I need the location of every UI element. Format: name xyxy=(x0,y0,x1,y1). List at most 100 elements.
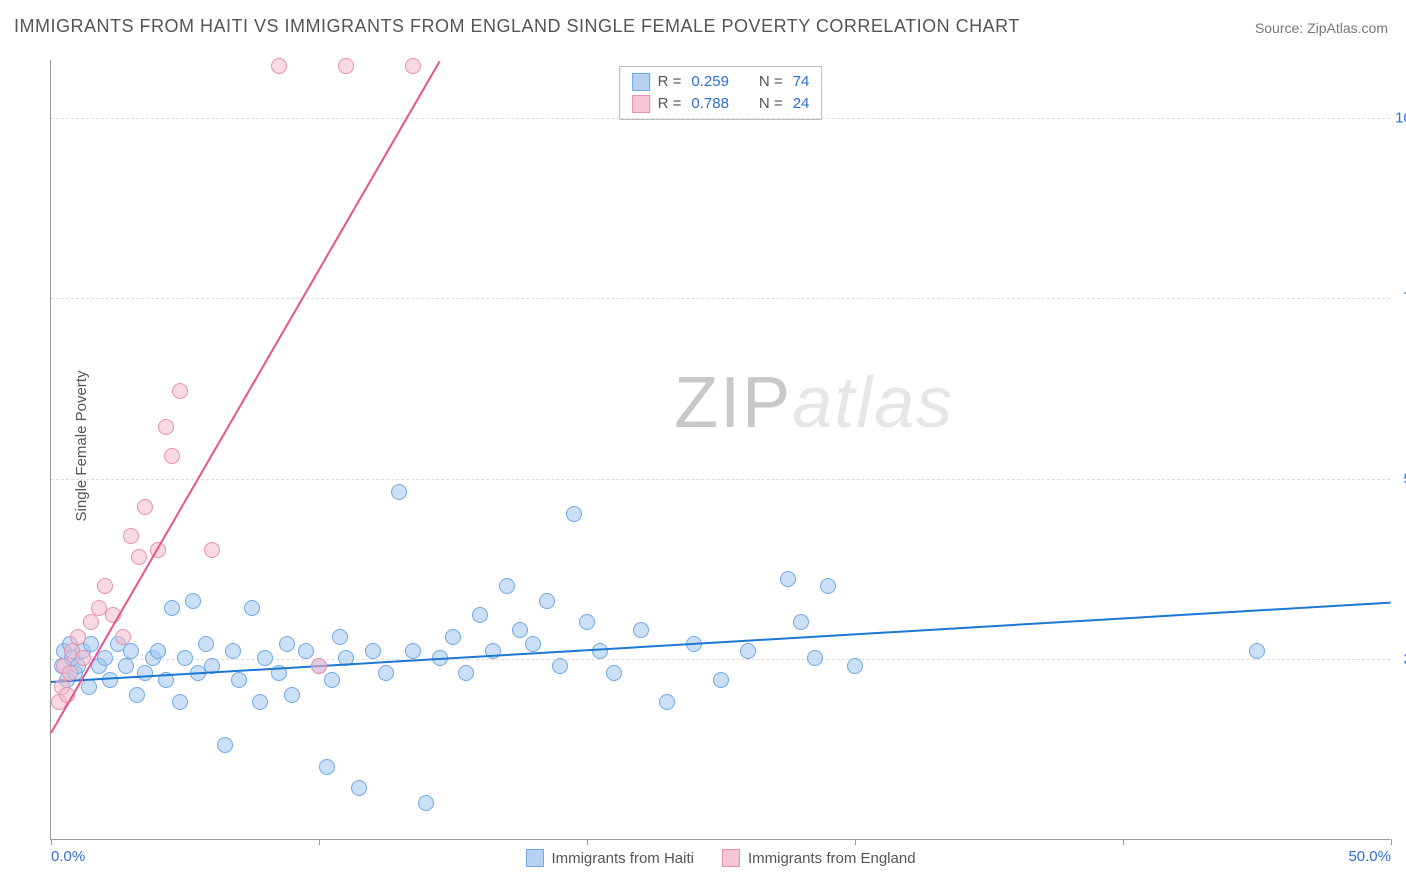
england-point xyxy=(70,629,86,645)
haiti-point xyxy=(566,506,582,522)
england-point xyxy=(137,499,153,515)
england-point xyxy=(311,658,327,674)
england-point xyxy=(338,58,354,74)
england-point xyxy=(62,665,78,681)
haiti-point xyxy=(740,643,756,659)
chart-container: IMMIGRANTS FROM HAITI VS IMMIGRANTS FROM… xyxy=(0,0,1406,892)
legend-n-value: 74 xyxy=(793,71,810,93)
haiti-point xyxy=(1249,643,1265,659)
haiti-point xyxy=(164,600,180,616)
source-label: Source: ZipAtlas.com xyxy=(1255,20,1388,36)
x-tick-mark xyxy=(319,839,320,845)
england-point xyxy=(271,58,287,74)
x-tick-label: 50.0% xyxy=(1348,848,1391,865)
haiti-point xyxy=(185,593,201,609)
haiti-point xyxy=(552,658,568,674)
haiti-point xyxy=(319,759,335,775)
haiti-point xyxy=(365,643,381,659)
gridline xyxy=(51,479,1390,480)
x-tick-mark xyxy=(855,839,856,845)
haiti-point xyxy=(633,622,649,638)
haiti-point xyxy=(177,650,193,666)
legend-n-label: N = xyxy=(759,93,783,115)
england-point xyxy=(164,448,180,464)
england-point xyxy=(83,614,99,630)
england-point xyxy=(131,549,147,565)
gridline xyxy=(51,298,1390,299)
haiti-point xyxy=(659,694,675,710)
haiti-point xyxy=(279,636,295,652)
haiti-point xyxy=(225,643,241,659)
legend-r-value: 0.259 xyxy=(691,71,729,93)
haiti-point xyxy=(525,636,541,652)
england-point xyxy=(405,58,421,74)
legend-r-label: R = xyxy=(658,93,682,115)
legend-row: R = 0.259 N = 74 xyxy=(632,71,810,93)
haiti-point xyxy=(820,578,836,594)
england-trendline xyxy=(50,60,440,733)
haiti-point xyxy=(780,571,796,587)
haiti-point xyxy=(351,780,367,796)
haiti-point xyxy=(391,484,407,500)
plot-area: ZIPatlas R =0.259N =74R =0.788N =24 Immi… xyxy=(50,60,1390,840)
haiti-point xyxy=(405,643,421,659)
haiti-point xyxy=(606,665,622,681)
haiti-point xyxy=(252,694,268,710)
x-tick-mark xyxy=(1123,839,1124,845)
haiti-point xyxy=(231,672,247,688)
haiti-point xyxy=(118,658,134,674)
haiti-point xyxy=(257,650,273,666)
england-point xyxy=(115,629,131,645)
haiti-point xyxy=(793,614,809,630)
haiti-point xyxy=(472,607,488,623)
x-legend-label: Immigrants from Haiti xyxy=(551,850,694,867)
england-point xyxy=(97,578,113,594)
haiti-point xyxy=(332,629,348,645)
haiti-point xyxy=(217,737,233,753)
england-point xyxy=(172,383,188,399)
haiti-point xyxy=(172,694,188,710)
x-tick-mark xyxy=(587,839,588,845)
legend-box: R = 0.259 N = 74 R = 0.788 N = 24 xyxy=(619,66,823,120)
haiti-point xyxy=(499,578,515,594)
legend-r-label: R = xyxy=(658,71,682,93)
haiti-point xyxy=(539,593,555,609)
haiti-point xyxy=(284,687,300,703)
x-legend-item: Immigrants from Haiti xyxy=(525,849,694,867)
england-point xyxy=(158,419,174,435)
y-tick-label: 100.0% xyxy=(1395,109,1406,126)
gridline xyxy=(51,659,1390,660)
x-legend-item: Immigrants from England xyxy=(722,849,916,867)
legend-swatch xyxy=(632,73,650,91)
legend-r-value: 0.788 xyxy=(691,93,729,115)
haiti-point xyxy=(324,672,340,688)
legend-swatch xyxy=(722,849,740,867)
haiti-point xyxy=(378,665,394,681)
haiti-point xyxy=(97,650,113,666)
legend-n-label: N = xyxy=(759,71,783,93)
haiti-point xyxy=(198,636,214,652)
haiti-point xyxy=(81,679,97,695)
x-tick-mark xyxy=(51,839,52,845)
legend-n-value: 24 xyxy=(793,93,810,115)
haiti-point xyxy=(298,643,314,659)
haiti-point xyxy=(713,672,729,688)
haiti-point xyxy=(418,795,434,811)
watermark: ZIPatlas xyxy=(674,362,954,444)
gridline xyxy=(51,118,1390,119)
haiti-point xyxy=(807,650,823,666)
legend-swatch xyxy=(525,849,543,867)
x-tick-mark xyxy=(1391,839,1392,845)
haiti-point xyxy=(137,665,153,681)
x-legend-label: Immigrants from England xyxy=(748,850,916,867)
haiti-point xyxy=(579,614,595,630)
haiti-point xyxy=(123,643,139,659)
x-legend: Immigrants from Haiti Immigrants from Eng… xyxy=(525,849,915,867)
haiti-point xyxy=(512,622,528,638)
haiti-point xyxy=(592,643,608,659)
haiti-point xyxy=(244,600,260,616)
haiti-point xyxy=(102,672,118,688)
haiti-point xyxy=(129,687,145,703)
x-tick-label: 0.0% xyxy=(51,848,85,865)
england-point xyxy=(204,542,220,558)
